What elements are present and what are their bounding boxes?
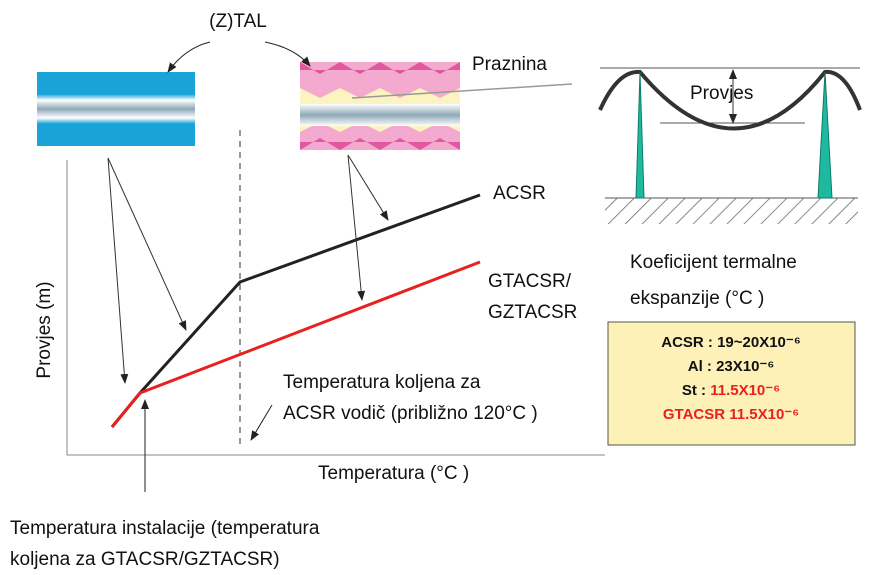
coef-value: 11.5X10⁻⁶ xyxy=(710,382,780,399)
coef-title: Koeficijent termalne xyxy=(630,252,797,273)
coef-row: GTACSR 11.5X10⁻⁶ xyxy=(663,406,799,423)
coef-row: ACSR : 19~20X10⁻⁶ xyxy=(661,334,800,351)
coef-title: ekspanzije (°C ) xyxy=(630,288,764,309)
coef-row: St : 11.5X10⁻⁶ xyxy=(682,382,780,399)
knee-label: ACSR vodič (približno 120°C ) xyxy=(283,403,538,424)
coef-label: St : xyxy=(682,382,710,399)
tower-illustration xyxy=(598,67,862,224)
coef-label: ACSR : 19~20X10⁻⁶ xyxy=(661,334,800,351)
coef-row: Al : 23X10⁻⁶ xyxy=(688,358,775,375)
cable-ztal xyxy=(37,72,195,146)
coef-label: Al : 23X10⁻⁶ xyxy=(688,358,775,375)
gtacsr-label: GZTACSR xyxy=(488,302,577,323)
gap-label: Praznina xyxy=(472,54,547,75)
arrows xyxy=(107,154,389,384)
install-label: Temperatura instalacije (temperatura xyxy=(10,518,320,539)
sag-label: Provjes xyxy=(690,83,753,104)
cable-gap xyxy=(300,62,460,150)
gtacsr-curve xyxy=(110,260,481,428)
install-label: koljena za GTACSR/GZTACSR) xyxy=(10,549,280,570)
acsr-label: ACSR xyxy=(493,183,546,204)
pointer xyxy=(351,83,573,99)
arrow xyxy=(264,41,311,67)
y-axis-label: Provjes (m) xyxy=(34,281,55,378)
arrow xyxy=(250,404,273,441)
gtacsr-label: GTACSR/ xyxy=(488,271,572,292)
x-axis-label: Temperatura (°C ) xyxy=(318,463,469,484)
arrow xyxy=(167,41,211,73)
coef-box xyxy=(607,321,856,446)
knee-label: Temperatura koljena za xyxy=(283,372,481,393)
coef-value: GTACSR 11.5X10⁻⁶ xyxy=(663,406,799,423)
ztal-label: (Z)TAL xyxy=(209,11,267,32)
